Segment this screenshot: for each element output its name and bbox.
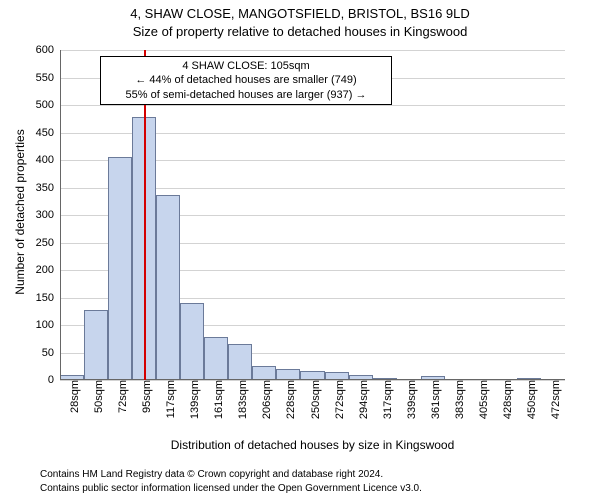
x-tick-label: 228sqm xyxy=(279,380,297,419)
annotation-line: ← 44% of detached houses are smaller (74… xyxy=(101,73,391,87)
footer-copyright-1: Contains HM Land Registry data © Crown c… xyxy=(40,469,383,480)
chart-title-address: 4, SHAW CLOSE, MANGOTSFIELD, BRISTOL, BS… xyxy=(0,6,600,21)
y-tick-label: 600 xyxy=(36,44,60,56)
chart-subtitle: Size of property relative to detached ho… xyxy=(0,24,600,39)
plot-area: 05010015020025030035040045050055060028sq… xyxy=(60,50,565,380)
y-tick-label: 550 xyxy=(36,72,60,84)
x-axis-label: Distribution of detached houses by size … xyxy=(60,438,565,452)
histogram-bar xyxy=(228,344,252,380)
x-tick-label: 139sqm xyxy=(183,380,201,419)
x-tick-label: 250sqm xyxy=(304,380,322,419)
y-axis-line xyxy=(60,50,61,380)
x-tick-label: 272sqm xyxy=(328,380,346,419)
y-tick-label: 350 xyxy=(36,182,60,194)
y-tick-label: 400 xyxy=(36,154,60,166)
y-tick-label: 450 xyxy=(36,127,60,139)
y-tick-label: 250 xyxy=(36,237,60,249)
histogram-bar xyxy=(156,195,180,380)
footer-copyright-2: Contains public sector information licen… xyxy=(40,483,422,494)
x-tick-label: 428sqm xyxy=(496,380,514,419)
x-tick-label: 472sqm xyxy=(544,380,562,419)
x-tick-label: 95sqm xyxy=(135,380,153,413)
histogram-bar xyxy=(84,310,108,380)
histogram-bar xyxy=(252,366,276,380)
x-tick-label: 294sqm xyxy=(352,380,370,419)
y-tick-label: 0 xyxy=(48,374,60,386)
x-tick-label: 450sqm xyxy=(520,380,538,419)
x-tick-label: 361sqm xyxy=(424,380,442,419)
y-tick-label: 500 xyxy=(36,99,60,111)
y-axis-label: Number of detached properties xyxy=(13,72,27,352)
y-tick-label: 50 xyxy=(42,347,60,359)
chart-container: { "title_line1": "4, SHAW CLOSE, MANGOTS… xyxy=(0,0,600,500)
annotation-line: 55% of semi-detached houses are larger (… xyxy=(101,88,391,102)
gridline xyxy=(60,105,565,106)
y-tick-label: 200 xyxy=(36,264,60,276)
x-tick-label: 50sqm xyxy=(87,380,105,413)
x-tick-label: 28sqm xyxy=(63,380,81,413)
x-tick-label: 405sqm xyxy=(472,380,490,419)
x-tick-label: 206sqm xyxy=(255,380,273,419)
x-tick-label: 72sqm xyxy=(111,380,129,413)
y-tick-label: 150 xyxy=(36,292,60,304)
x-tick-label: 117sqm xyxy=(159,380,177,418)
gridline xyxy=(60,50,565,51)
x-tick-label: 339sqm xyxy=(400,380,418,419)
histogram-bar xyxy=(108,157,132,380)
histogram-bar xyxy=(204,337,228,380)
x-tick-label: 383sqm xyxy=(448,380,466,419)
annotation-box: 4 SHAW CLOSE: 105sqm← 44% of detached ho… xyxy=(100,56,392,105)
y-tick-label: 300 xyxy=(36,209,60,221)
x-tick-label: 161sqm xyxy=(207,380,225,419)
annotation-line: 4 SHAW CLOSE: 105sqm xyxy=(101,59,391,73)
x-axis-line xyxy=(60,379,565,380)
y-tick-label: 100 xyxy=(36,319,60,331)
histogram-bar xyxy=(180,303,204,380)
x-tick-label: 317sqm xyxy=(376,380,394,419)
x-tick-label: 183sqm xyxy=(231,380,249,419)
